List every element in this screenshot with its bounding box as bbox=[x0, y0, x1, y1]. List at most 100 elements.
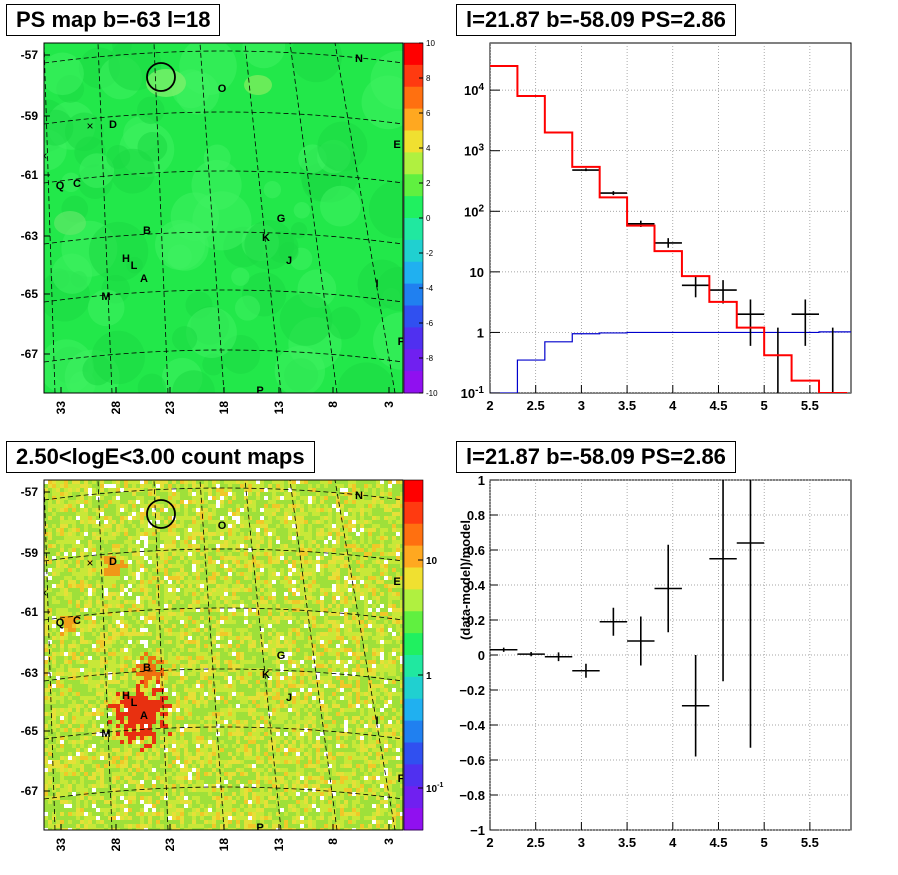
count-pixel bbox=[52, 660, 56, 664]
count-pixel bbox=[292, 648, 296, 652]
count-pixel bbox=[376, 524, 380, 528]
count-pixel bbox=[340, 484, 344, 488]
count-pixel bbox=[312, 648, 316, 652]
count-pixel bbox=[76, 512, 80, 516]
count-pixel bbox=[376, 684, 380, 688]
count-pixel bbox=[88, 508, 92, 512]
count-pixel bbox=[84, 520, 88, 524]
count-pixel bbox=[68, 588, 72, 592]
count-pixel bbox=[56, 652, 60, 656]
count-pixel bbox=[320, 572, 324, 576]
count-pixel bbox=[212, 660, 216, 664]
count-pixel bbox=[372, 676, 376, 680]
source-label-K: K bbox=[262, 232, 270, 244]
count-pixel bbox=[348, 540, 352, 544]
count-pixel bbox=[236, 592, 240, 596]
count-pixel bbox=[220, 580, 224, 584]
count-pixel bbox=[108, 616, 112, 620]
count-pixel bbox=[244, 672, 248, 676]
count-pixel bbox=[248, 512, 252, 516]
count-pixel bbox=[352, 536, 356, 540]
count-pixel bbox=[300, 528, 304, 532]
count-pixel bbox=[80, 664, 84, 668]
count-pixel bbox=[188, 564, 192, 568]
count-pixel bbox=[372, 616, 376, 620]
count-pixel bbox=[352, 560, 356, 564]
count-pixel bbox=[212, 556, 216, 560]
count-pixel bbox=[64, 512, 68, 516]
count-pixel bbox=[344, 676, 348, 680]
count-pixel bbox=[376, 644, 380, 648]
count-pixel bbox=[184, 536, 188, 540]
count-pixel bbox=[340, 632, 344, 636]
count-pixel bbox=[300, 552, 304, 556]
count-pixel bbox=[216, 572, 220, 576]
count-pixel bbox=[236, 536, 240, 540]
count-pixel bbox=[352, 660, 356, 664]
count-pixel bbox=[380, 652, 384, 656]
count-pixel bbox=[92, 604, 96, 608]
spectrum-y-tick-label: 10-1 bbox=[461, 385, 485, 401]
count-pixel bbox=[376, 580, 380, 584]
count-pixel bbox=[144, 532, 148, 536]
count-pixel bbox=[352, 544, 356, 548]
count-pixel bbox=[224, 608, 228, 612]
count-pixel bbox=[168, 560, 172, 564]
count-pixel bbox=[148, 652, 152, 656]
count-pixel bbox=[400, 656, 403, 660]
count-pixel bbox=[280, 480, 284, 484]
count-pixel bbox=[220, 548, 224, 552]
count-pixel bbox=[212, 508, 216, 512]
count-pixel bbox=[352, 584, 356, 588]
count-pixel bbox=[288, 568, 292, 572]
count-pixel bbox=[156, 532, 160, 536]
count-pixel bbox=[192, 536, 196, 540]
count-pixel bbox=[212, 676, 216, 680]
count-pixel bbox=[364, 520, 368, 524]
count-pixel bbox=[156, 672, 160, 676]
count-pixel bbox=[116, 492, 120, 496]
count-pixel bbox=[356, 528, 360, 532]
count-pixel bbox=[284, 668, 288, 672]
count-pixel bbox=[56, 500, 60, 504]
count-pixel bbox=[348, 684, 352, 688]
count-pixel bbox=[292, 604, 296, 608]
count-pixel bbox=[348, 608, 352, 612]
count-pixel bbox=[380, 548, 384, 552]
count-pixel bbox=[400, 664, 403, 668]
count-pixel bbox=[84, 676, 88, 680]
count-pixel bbox=[236, 588, 240, 592]
count-pixel bbox=[344, 480, 348, 484]
count-pixel bbox=[268, 624, 272, 628]
count-pixel bbox=[168, 664, 172, 668]
count-pixel bbox=[92, 568, 96, 572]
count-pixel bbox=[168, 540, 172, 544]
count-pixel bbox=[104, 608, 108, 612]
count-pixel bbox=[176, 488, 180, 492]
count-pixel bbox=[136, 500, 140, 504]
count-pixel bbox=[236, 636, 240, 640]
count-pixel bbox=[160, 604, 164, 608]
count-pixel bbox=[100, 600, 104, 604]
count-pixel bbox=[88, 492, 92, 496]
count-pixel bbox=[268, 676, 272, 680]
count-pixel bbox=[84, 556, 88, 560]
count-pixel bbox=[132, 644, 136, 648]
count-pixel bbox=[48, 684, 52, 688]
count-pixel bbox=[100, 488, 104, 492]
count-pixel bbox=[344, 600, 348, 604]
count-pixel bbox=[332, 636, 336, 640]
count-pixel bbox=[320, 624, 324, 628]
count-pixel bbox=[280, 488, 284, 492]
count-pixel bbox=[48, 488, 52, 492]
count-pixel bbox=[264, 572, 268, 576]
count-pixel bbox=[160, 664, 164, 668]
count-pixel bbox=[348, 660, 352, 664]
count-pixel bbox=[52, 592, 56, 596]
count-pixel bbox=[200, 592, 204, 596]
count-pixel bbox=[264, 492, 268, 496]
count-pixel bbox=[168, 672, 172, 676]
count-pixel bbox=[276, 544, 280, 548]
count-pixel bbox=[232, 616, 236, 620]
